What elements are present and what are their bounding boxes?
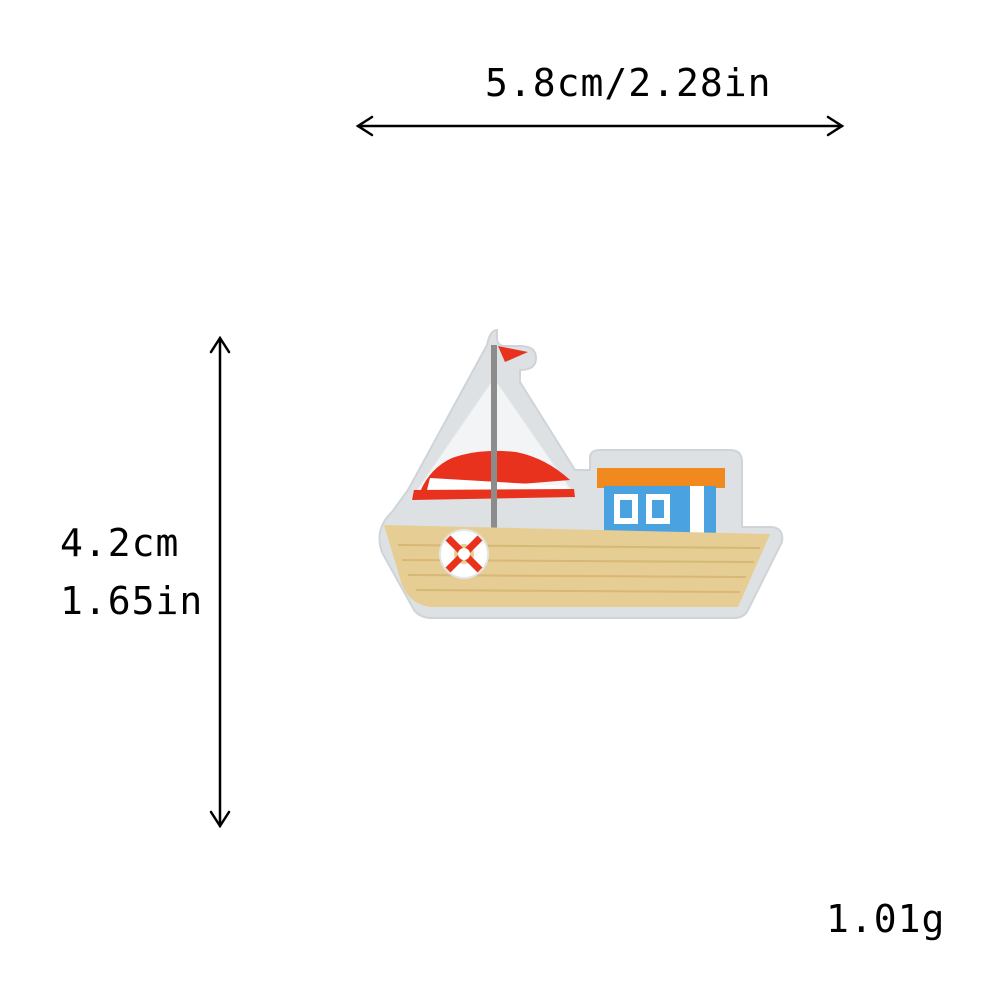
weight-label: 1.01g: [826, 897, 946, 941]
height-dimension-in-label: 1.65in: [60, 579, 204, 623]
width-arrow: [355, 115, 845, 137]
width-dimension-label: 5.8cm/2.28in: [485, 61, 772, 105]
sailboat-patch-icon: [378, 328, 784, 619]
height-arrow: [209, 335, 231, 829]
height-dimension-cm-label: 4.2cm: [60, 521, 180, 565]
